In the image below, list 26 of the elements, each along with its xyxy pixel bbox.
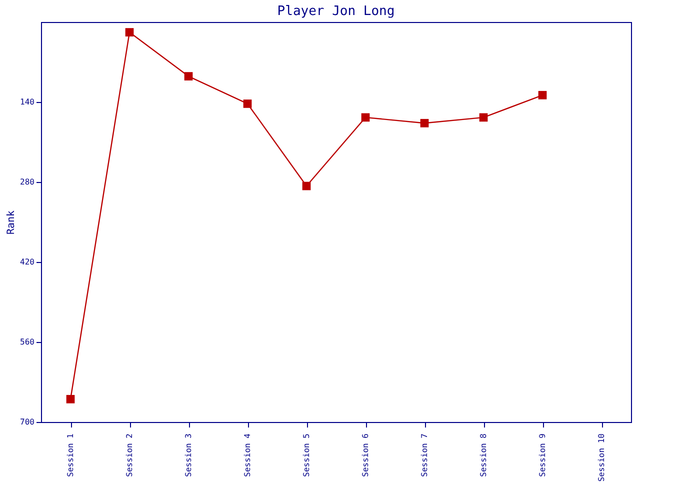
x-tick-label: Session 7 <box>420 433 429 477</box>
x-tick-label: Session 1 <box>66 433 75 477</box>
y-tick-label: 280 <box>20 178 35 186</box>
point <box>125 28 134 36</box>
y-tick-label: 560 <box>20 338 35 346</box>
x-tick-label: Session 10 <box>597 433 606 482</box>
chart-title: Player Jon Long <box>277 4 395 19</box>
y-axis-title: Rank <box>6 210 18 235</box>
x-tick-label: Session 8 <box>479 433 488 477</box>
y-tick-label: 700 <box>20 418 35 426</box>
point <box>361 113 370 122</box>
point <box>243 100 252 108</box>
point <box>302 182 311 190</box>
x-tick-label: Session 6 <box>361 433 370 477</box>
x-tick-label: Session 5 <box>302 433 311 477</box>
x-tick-label: Session 2 <box>125 433 134 477</box>
x-tick-label: Session 9 <box>538 433 547 477</box>
x-tick-label: Session 4 <box>243 433 252 477</box>
point <box>184 72 193 80</box>
point <box>66 394 75 404</box>
y-tick-label: 420 <box>20 258 35 266</box>
point <box>538 90 547 100</box>
point <box>479 113 488 122</box>
point <box>420 118 429 128</box>
y-tick-label: 140 <box>20 98 35 106</box>
x-tick-label: Session 3 <box>184 433 193 477</box>
